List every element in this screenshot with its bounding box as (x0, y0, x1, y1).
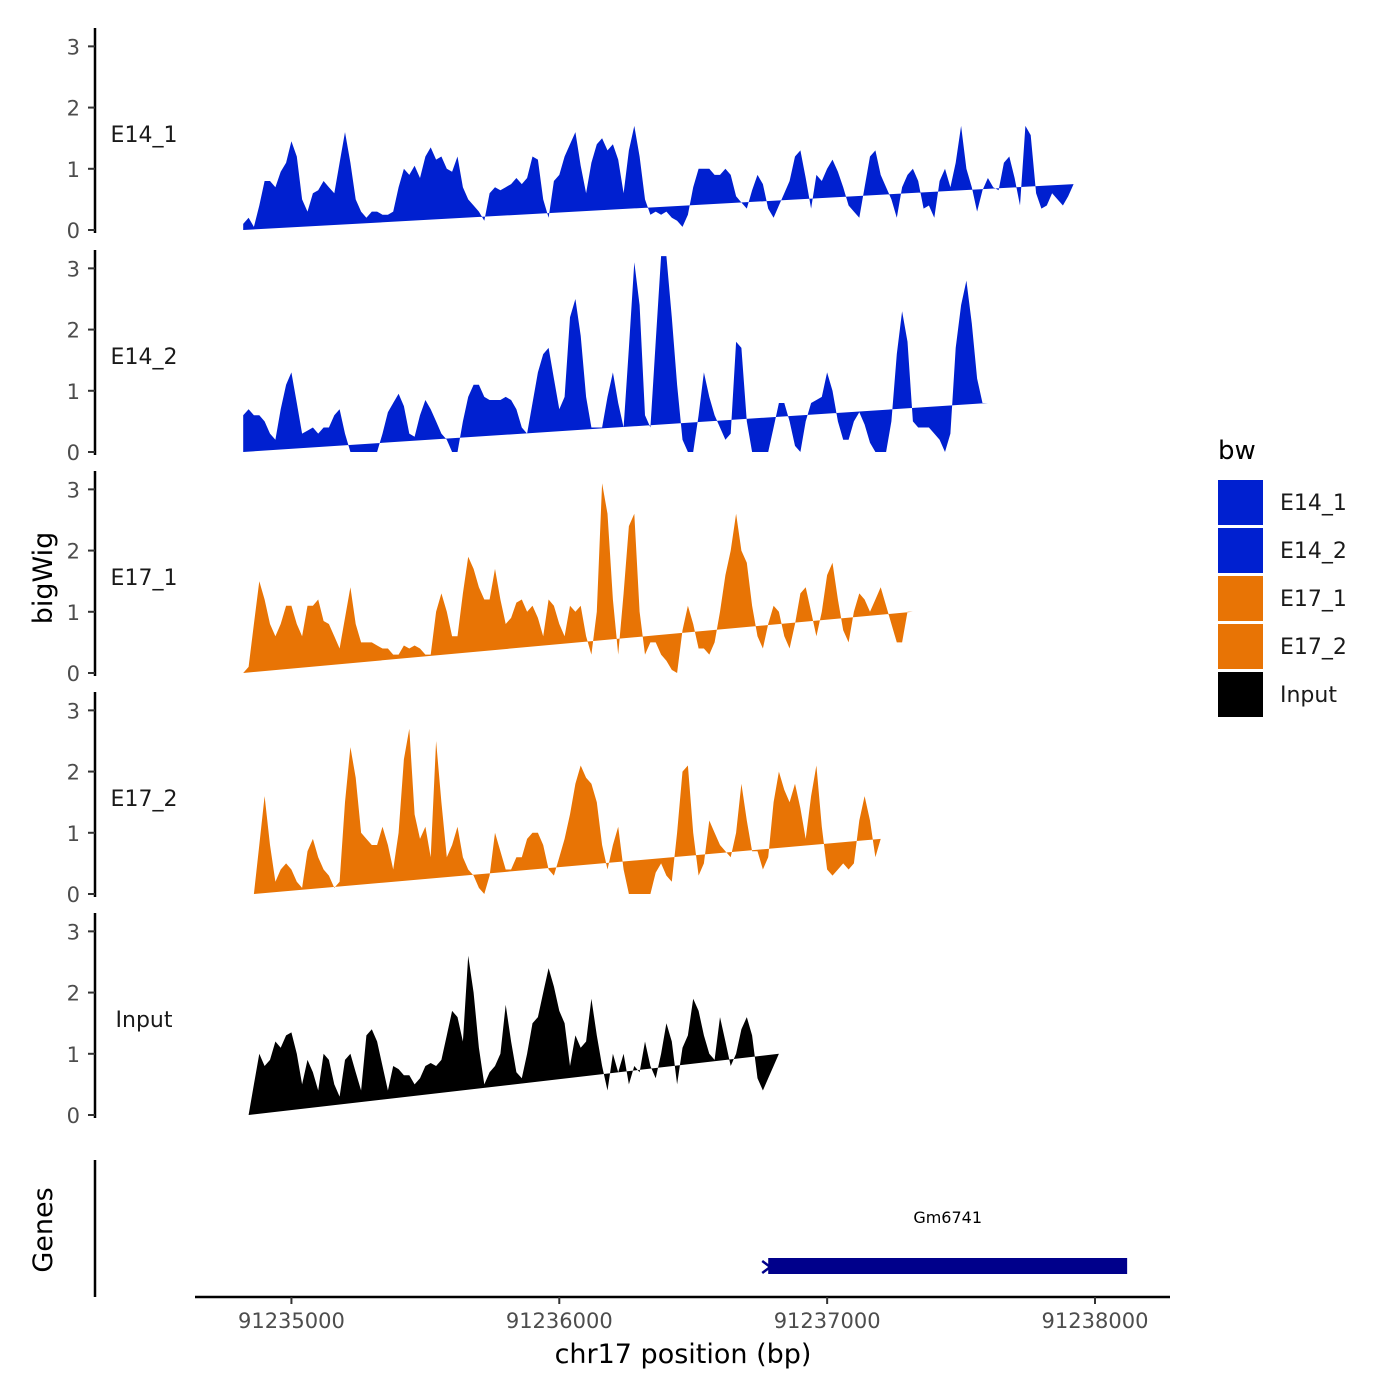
area-e17-2 (253, 728, 881, 894)
x-axis-title: chr17 position (bp) (555, 1339, 812, 1370)
area-e14-1 (243, 125, 1074, 230)
track-label-e14-2: E14_2 (111, 345, 178, 370)
y-tick-label: 1 (67, 380, 80, 404)
gene-label: Gm6741 (913, 1208, 982, 1227)
y-tick-label: 2 (67, 982, 80, 1006)
y-tick-label: 3 (67, 257, 80, 281)
gene-track: Gm6741 (93, 1160, 1128, 1297)
track-label-input: Input (116, 1008, 173, 1033)
legend-key-input (1218, 672, 1263, 717)
y-tick-label: 0 (67, 219, 80, 243)
track-e14-2: 0 1 2 3 E14_2 (67, 250, 988, 465)
track-e17-2: 0 1 2 3 E17_2 (67, 692, 881, 907)
gene-track-title: Genes (28, 1187, 59, 1272)
y-tick-label: 1 (67, 822, 80, 846)
x-axis: 91235000 91236000 91237000 91238000 (195, 1295, 1170, 1333)
gene-strand-arrow-icon (761, 1260, 773, 1274)
y-tick-label: 0 (67, 441, 80, 465)
legend-key-e14-1 (1218, 480, 1263, 525)
y-axis-title: bigWig (28, 532, 59, 625)
x-tick-label: 91237000 (774, 1309, 881, 1333)
legend-label-e17-2: E17_2 (1280, 635, 1347, 660)
y-tick-label: 0 (67, 883, 80, 907)
y-tick-label: 2 (67, 540, 80, 564)
legend-label-e14-1: E14_1 (1280, 491, 1347, 516)
legend-title: bw (1218, 436, 1256, 466)
y-tick-label: 3 (67, 35, 80, 59)
y-tick-label: 0 (67, 662, 80, 686)
y-tick-label: 2 (67, 761, 80, 785)
legend-label-input: Input (1280, 683, 1337, 708)
y-tick-label: 3 (67, 699, 80, 723)
x-tick-label: 91238000 (1042, 1309, 1149, 1333)
legend-label-e14-2: E14_2 (1280, 539, 1347, 564)
x-tick-label: 91236000 (506, 1309, 613, 1333)
y-tick-label: 1 (67, 1043, 80, 1067)
y-tick-label: 3 (67, 478, 80, 502)
track-label-e17-1: E17_1 (111, 566, 178, 591)
y-tick-label: 1 (67, 601, 80, 625)
legend-label-e17-1: E17_1 (1280, 587, 1347, 612)
y-tick-label: 2 (67, 97, 80, 121)
y-tick-label: 2 (67, 319, 80, 343)
legend-key-e17-2 (1218, 624, 1263, 669)
gene-body (768, 1258, 1128, 1274)
track-label-e17-2: E17_2 (111, 787, 178, 812)
track-e14-1: 0 1 2 3 E14_1 (67, 28, 1074, 243)
legend: bw E14_1 E14_2 E17_1 E17_2 Input (1218, 436, 1347, 717)
legend-key-e14-2 (1218, 528, 1263, 573)
track-input: 0 1 2 3 Input (67, 913, 779, 1128)
y-tick-label: 1 (67, 158, 80, 182)
signal-tracks: 0 1 2 3 E14_1 0 1 2 3 E14_2 0 1 2 3 E17_1 0 1 2 3 E17_2 0 1 2 3… (67, 28, 1074, 1128)
track-label-e14-1: E14_1 (111, 123, 178, 148)
legend-key-e17-1 (1218, 576, 1263, 621)
y-tick-label: 3 (67, 920, 80, 944)
area-e14-2 (243, 256, 988, 452)
area-input (248, 955, 779, 1115)
x-tick-label: 91235000 (238, 1309, 345, 1333)
y-tick-label: 0 (67, 1104, 80, 1128)
area-e17-1 (243, 483, 913, 673)
track-e17-1: 0 1 2 3 E17_1 (67, 471, 913, 686)
